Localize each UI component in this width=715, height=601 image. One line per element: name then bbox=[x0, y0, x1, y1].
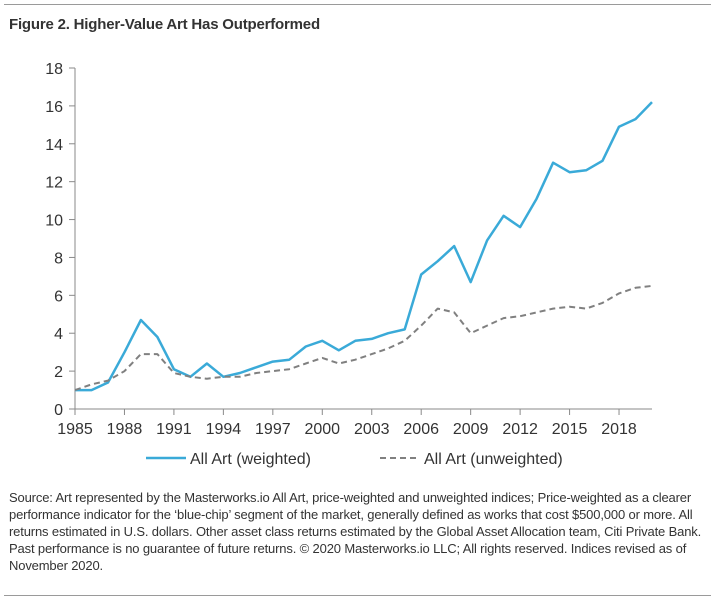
series-line-weighted bbox=[75, 101, 653, 392]
top-rule bbox=[4, 4, 711, 5]
x-tick-label: 1994 bbox=[206, 421, 242, 438]
y-tick-label: 12 bbox=[45, 175, 63, 192]
legend-label: All Art (unweighted) bbox=[424, 451, 563, 468]
x-axis: 1985 1988 1991 1994 1997 2000 2003 2006 2009 2012… bbox=[57, 408, 652, 438]
y-tick-label: 2 bbox=[54, 364, 63, 381]
series-lines bbox=[74, 101, 653, 392]
x-tick-label: 2000 bbox=[304, 421, 340, 438]
line-chart: 0 2 4 6 8 10 12 14 16 18 1985 1988 1991 1994 1997 2000… bbox=[45, 61, 653, 468]
bottom-rule bbox=[4, 595, 711, 596]
x-tick-label: 2006 bbox=[403, 421, 439, 438]
x-tick-label: 1991 bbox=[156, 421, 192, 438]
x-tick-label: 1997 bbox=[255, 421, 291, 438]
series-line-unweighted bbox=[74, 284, 653, 392]
source-note: Source: Art represented by the Masterwor… bbox=[9, 490, 702, 573]
x-tick-label: 1988 bbox=[107, 421, 143, 438]
legend-label: All Art (weighted) bbox=[190, 451, 311, 468]
x-tick-label: 2003 bbox=[354, 421, 390, 438]
y-axis: 0 2 4 6 8 10 12 14 16 18 bbox=[45, 61, 76, 419]
x-tick-label: 2009 bbox=[453, 421, 489, 438]
x-tick-label: 2015 bbox=[552, 421, 588, 438]
y-tick-label: 6 bbox=[54, 288, 63, 305]
y-tick-label: 10 bbox=[45, 213, 63, 230]
y-tick-label: 4 bbox=[54, 326, 63, 343]
x-tick-label: 2018 bbox=[601, 421, 637, 438]
y-tick-label: 16 bbox=[45, 99, 63, 116]
figure-title: Figure 2. Higher-Value Art Has Outperfor… bbox=[9, 16, 320, 33]
y-tick-label: 8 bbox=[54, 250, 63, 267]
y-tick-label: 18 bbox=[45, 61, 63, 78]
x-tick-label: 2012 bbox=[502, 421, 538, 438]
legend: All Art (weighted) All Art (unweighted) bbox=[146, 451, 563, 468]
x-tick-label: 1985 bbox=[57, 421, 93, 438]
y-tick-label: 0 bbox=[54, 402, 63, 419]
y-tick-label: 14 bbox=[45, 137, 63, 154]
